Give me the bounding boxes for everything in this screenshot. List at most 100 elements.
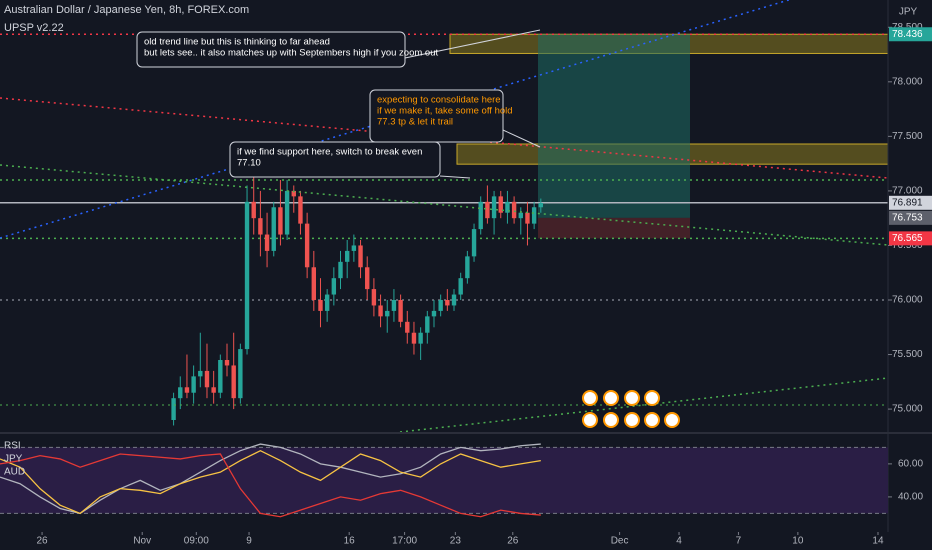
candle-body [511, 201, 517, 219]
price-label: 76.565 [892, 233, 923, 244]
candle-body [191, 376, 196, 393]
candle-body [251, 201, 256, 219]
price-label: 78.436 [892, 29, 923, 40]
annotation-box [229, 141, 441, 178]
candle-body [518, 212, 523, 219]
candle-body [451, 294, 457, 306]
price-label-bg [889, 27, 932, 42]
x-tick-label: 7 [736, 536, 742, 547]
y-tick-label: 75.500 [892, 349, 923, 360]
x-tick-label: 10 [792, 536, 804, 547]
connectors [404, 29, 541, 179]
candle-body [525, 212, 530, 224]
event-icons [582, 390, 680, 428]
x-tick-label: Nov [133, 536, 151, 547]
candle-body [244, 201, 250, 350]
annotation-text: but lets see.. it also matches up with S… [144, 48, 438, 59]
candle-body [298, 196, 303, 224]
oscillator-band [0, 447, 888, 514]
event-icon [582, 390, 598, 406]
candle-body [271, 207, 276, 251]
candle-body [438, 300, 443, 311]
candle-body [391, 300, 397, 311]
annotation-text: if we make it, take some off hold [377, 106, 513, 117]
candle-body [318, 300, 323, 311]
candle-body [358, 245, 363, 268]
trend-line [0, 164, 888, 246]
zone [538, 217, 690, 239]
price-label-bg [889, 210, 932, 225]
indicator-name: UPSP v2.22 [4, 22, 64, 34]
candle-body [311, 267, 317, 300]
y-tick-label: 40.00 [898, 492, 923, 503]
candle-body [425, 316, 430, 333]
connector [502, 129, 541, 148]
legend-label: AUD [4, 467, 25, 478]
y-tick-label: 76.000 [892, 295, 923, 306]
trend-line [399, 377, 888, 432]
candle-body [324, 294, 330, 311]
y-tick-label: 60.00 [898, 459, 923, 470]
event-icon [644, 412, 660, 428]
connector [439, 175, 471, 179]
oscillator-line [0, 453, 541, 518]
x-tick-label: 26 [37, 536, 49, 547]
price-label-bg [889, 231, 932, 246]
oscillator-pane [0, 443, 888, 518]
oscillator-line [0, 449, 541, 515]
candle-body [505, 201, 510, 213]
candle-body [378, 305, 383, 317]
candle-body [471, 229, 477, 257]
main-pane [0, 33, 888, 426]
candle-body [371, 289, 377, 306]
candle-body [224, 360, 230, 366]
event-icon [664, 412, 680, 428]
candle-body [178, 387, 183, 399]
candle-body [458, 278, 463, 295]
connector [404, 29, 541, 59]
price-label: 76.753 [892, 212, 923, 223]
candle-body [398, 300, 403, 322]
candle-body [365, 267, 370, 290]
y-tick-label: 78.000 [892, 76, 923, 87]
candle-body [418, 332, 423, 344]
candle-body [485, 201, 490, 219]
x-tick-label: 26 [507, 536, 519, 547]
event-icon [644, 390, 660, 406]
y-tick-label: 76.500 [892, 240, 923, 251]
annotation-text: 77.10 [237, 158, 261, 169]
legend-label: JPY [4, 454, 23, 465]
x-tick-label: 23 [450, 536, 462, 547]
candle-body [231, 365, 236, 399]
candle-body [331, 278, 337, 295]
candle-body [338, 261, 343, 279]
candle-body [405, 321, 410, 333]
x-tick-label: 14 [872, 536, 884, 547]
annotation-box [136, 31, 406, 68]
candle-body [531, 207, 537, 224]
candle-body [478, 201, 483, 230]
candle-body [491, 196, 497, 219]
x-tick-label: Dec [611, 536, 629, 547]
candle-body [344, 250, 350, 262]
event-icon [624, 390, 640, 406]
candle-body [351, 245, 357, 251]
event-icon [603, 412, 619, 428]
chart-title: Australian Dollar / Japanese Yen, 8h, FO… [4, 4, 249, 16]
candle-body [291, 190, 296, 197]
currency-label: JPY [899, 7, 918, 18]
y-tick-label: 77.000 [892, 186, 923, 197]
candle-body [258, 218, 263, 235]
annotation-text: old trend line but this is thinking to f… [144, 37, 330, 48]
x-tick-label: 4 [676, 536, 682, 547]
price-label: 76.891 [892, 197, 923, 208]
price-label-bg [889, 195, 932, 210]
annotation-text: if we find support here, switch to break… [237, 147, 422, 158]
annotation-text: expecting to consolidate here [377, 95, 501, 106]
oscillator-line [0, 443, 541, 515]
candle-body [204, 370, 210, 388]
x-tick-label: 17:00 [392, 536, 417, 547]
candle-body [184, 387, 190, 393]
